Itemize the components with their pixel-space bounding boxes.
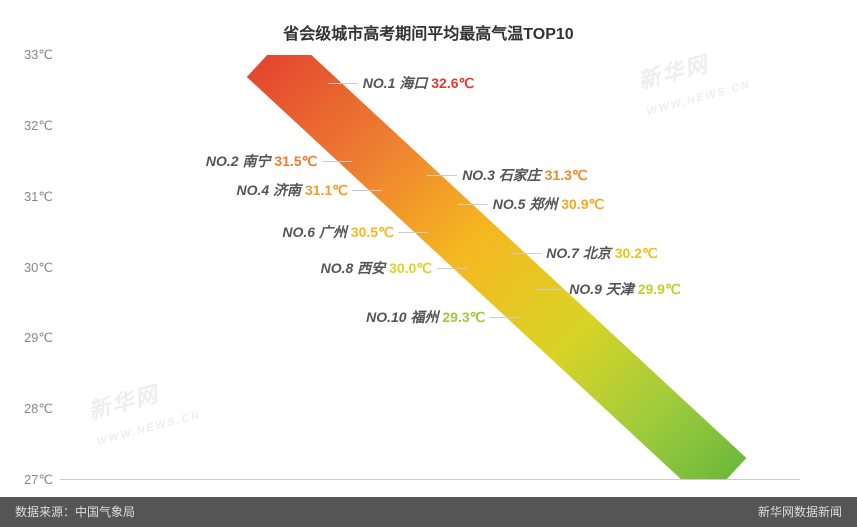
rank-label: NO.8 [321, 260, 354, 276]
rank-entry: NO.4 济南 31.1℃ [236, 180, 347, 200]
temp-value: 30.5℃ [351, 224, 394, 240]
y-tick-label: 30℃ [8, 260, 53, 276]
leader-tick [437, 268, 467, 269]
rank-entry: NO.1 海口 32.6℃ [363, 73, 474, 93]
plot-area: NO.1 海口 32.6℃ NO.2 南宁 31.5℃ NO.3 石家庄 31.3℃… [60, 55, 800, 480]
y-tick-label: 31℃ [8, 189, 53, 205]
leader-tick [398, 232, 428, 233]
city-label: 济南 [273, 182, 301, 198]
city-label: 郑州 [529, 196, 557, 212]
footer-source: 数据来源：中国气象局 [15, 497, 135, 527]
temp-value: 31.1℃ [305, 182, 348, 198]
rank-label: NO.9 [569, 281, 602, 297]
y-tick-label: 27℃ [8, 472, 53, 488]
y-tick-label: 33℃ [8, 47, 53, 63]
chart-title: 省会级城市高考期间平均最高气温TOP10 [0, 20, 857, 44]
rank-label: NO.1 [363, 75, 396, 91]
y-tick-label: 32℃ [8, 118, 53, 134]
rank-entry: NO.7 北京 30.2℃ [546, 243, 657, 263]
rank-label: NO.10 [366, 309, 406, 325]
rank-entry: NO.9 天津 29.9℃ [569, 279, 680, 299]
leader-tick [352, 190, 382, 191]
rank-label: NO.3 [462, 167, 495, 183]
temp-value: 30.0℃ [389, 260, 432, 276]
city-label: 广州 [319, 224, 347, 240]
temp-value: 29.9℃ [638, 281, 681, 297]
rank-entry: NO.10 福州 29.3℃ [366, 307, 485, 327]
x-axis-line [60, 479, 800, 480]
footer-bar: 数据来源：中国气象局 新华网数据新闻 [0, 497, 857, 527]
rank-entry: NO.2 南宁 31.5℃ [206, 151, 317, 171]
temp-value: 29.3℃ [442, 309, 485, 325]
rank-label: NO.2 [206, 153, 239, 169]
city-label: 海口 [399, 75, 427, 91]
city-label: 西安 [357, 260, 385, 276]
y-tick-label: 28℃ [8, 401, 53, 417]
city-label: 石家庄 [499, 167, 541, 183]
temp-value: 30.9℃ [561, 196, 604, 212]
leader-tick [511, 253, 541, 254]
rank-entry: NO.3 石家庄 31.3℃ [462, 165, 587, 185]
city-label: 天津 [606, 281, 634, 297]
leader-tick [458, 204, 488, 205]
rank-entry: NO.5 郑州 30.9℃ [493, 194, 604, 214]
rank-label: NO.6 [282, 224, 315, 240]
city-label: 南宁 [242, 153, 270, 169]
temp-value: 30.2℃ [615, 245, 658, 261]
rank-entry: NO.8 西安 30.0℃ [321, 258, 432, 278]
leader-tick [490, 317, 520, 318]
rank-entry: NO.6 广州 30.5℃ [282, 222, 393, 242]
rank-label: NO.4 [236, 182, 269, 198]
leader-tick [427, 175, 457, 176]
rank-label: NO.7 [546, 245, 579, 261]
rank-label: NO.5 [493, 196, 526, 212]
temp-value: 32.6℃ [431, 75, 474, 91]
city-label: 福州 [410, 309, 438, 325]
leader-tick [322, 161, 352, 162]
temp-value: 31.3℃ [545, 167, 588, 183]
leader-tick [328, 83, 358, 84]
leader-tick [534, 289, 564, 290]
y-tick-label: 29℃ [8, 330, 53, 346]
footer-credit: 新华网数据新闻 [758, 497, 842, 527]
city-label: 北京 [583, 245, 611, 261]
chart-container: 省会级城市高考期间平均最高气温TOP10 新华网 WWW.NEWS.CN 新华网… [0, 0, 857, 527]
temp-value: 31.5℃ [274, 153, 317, 169]
